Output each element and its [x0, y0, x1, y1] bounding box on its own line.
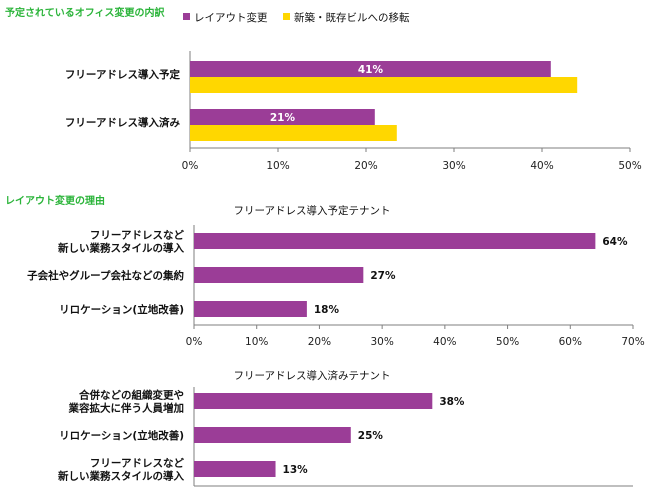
- chart1-category-label: フリーアドレス導入済み: [65, 116, 181, 129]
- chart1-bar-relocation: [190, 77, 578, 93]
- chart3-category-label: リロケーション(立地改善): [59, 429, 184, 442]
- chart2-category-label: 新しい業務スタイルの導入: [58, 242, 184, 255]
- chart2-bar-label: 18%: [314, 304, 340, 316]
- chart2-tick-label: 0%: [186, 336, 203, 348]
- chart1-tick-label: 10%: [266, 160, 289, 172]
- chart2-tick-label: 60%: [559, 336, 582, 348]
- chart3-bar-label: 38%: [439, 396, 465, 408]
- chart1-tick-label: 30%: [442, 160, 465, 172]
- chart2-bar-label: 27%: [370, 270, 396, 282]
- chart2-tick-label: 40%: [433, 336, 456, 348]
- chart3-bar: [194, 427, 351, 443]
- chart1-tick-label: 0%: [182, 160, 199, 172]
- chart1-title: 予定されているオフィス変更の内訳: [5, 6, 165, 19]
- chart1-bar-relocation: [190, 125, 397, 141]
- chart2-tick-label: 30%: [370, 336, 393, 348]
- chart1-tick-label: 20%: [354, 160, 377, 172]
- chart1-bar-layout-label: 41%: [358, 64, 384, 76]
- chart1-category-label: フリーアドレス導入予定: [65, 68, 181, 81]
- chart1-bar-layout-label: 21%: [270, 112, 296, 124]
- legend-swatch-layout: [183, 13, 190, 20]
- chart3-bar-label: 13%: [283, 464, 309, 476]
- chart1-tick-label: 40%: [530, 160, 553, 172]
- chart3-bar-label: 25%: [358, 430, 384, 442]
- chart3-category-label: フリーアドレスなど: [90, 457, 185, 470]
- chart2-bar: [194, 301, 307, 317]
- chart3-category-label: 業容拡大に伴う人員増加: [68, 402, 185, 415]
- chart1-bar-layout: [190, 109, 375, 125]
- chart3-category-label: 新しい業務スタイルの導入: [58, 470, 184, 483]
- chart3-subtitle: フリーアドレス導入済みテナント: [233, 369, 390, 382]
- chart2-tick-label: 10%: [245, 336, 268, 348]
- chart2-bar: [194, 267, 364, 283]
- chart1-tick-label: 50%: [618, 160, 641, 172]
- chart3-category-label: 合併などの組織変更や: [78, 389, 184, 402]
- chart2-category-label: フリーアドレスなど: [90, 229, 185, 242]
- chart2-tick-label: 50%: [496, 336, 519, 348]
- chart2-subtitle: フリーアドレス導入予定テナント: [233, 204, 390, 217]
- legend-swatch-relocation: [283, 13, 290, 20]
- legend-label-relocation: 新築・既存ビルへの移転: [294, 11, 410, 24]
- chart2-tick-label: 20%: [308, 336, 331, 348]
- chart3-bar: [194, 393, 433, 409]
- chart2-category-label: リロケーション(立地改善): [59, 303, 184, 316]
- chart2-title: レイアウト変更の理由: [5, 194, 105, 207]
- chart2-category-label: 子会社やグループ会社などの集約: [27, 269, 184, 282]
- chart2-bar-label: 64%: [602, 236, 628, 248]
- legend-label-layout: レイアウト変更: [194, 11, 268, 24]
- chart2-bar: [194, 233, 596, 249]
- chart2-tick-label: 70%: [621, 336, 644, 348]
- chart3-bar: [194, 461, 276, 477]
- chart1-bar-layout: [190, 61, 551, 77]
